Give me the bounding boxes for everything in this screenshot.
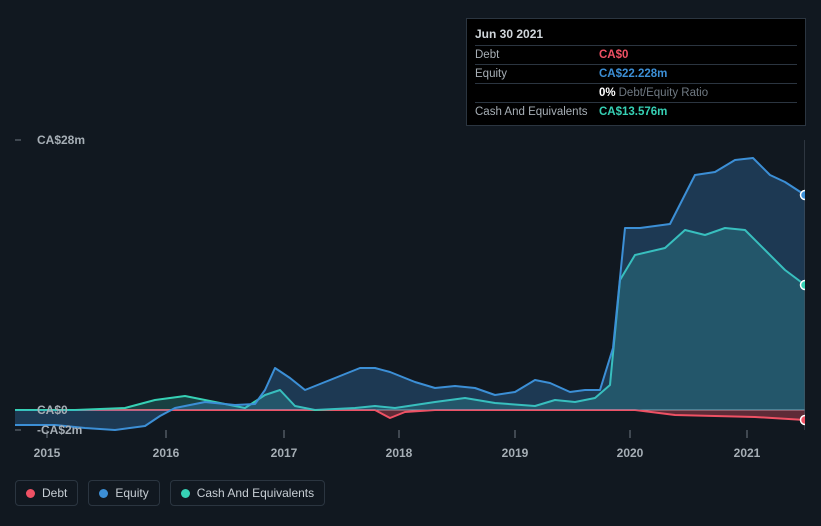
tooltip-row: Cash And EquivalentsCA$13.576m: [475, 102, 797, 121]
tooltip-label: Debt: [475, 49, 599, 61]
legend-swatch: [181, 489, 190, 498]
x-axis-label: 2017: [271, 446, 298, 460]
legend-item-equity[interactable]: Equity: [88, 480, 159, 506]
legend-item-cash-and-equivalents[interactable]: Cash And Equivalents: [170, 480, 325, 506]
tooltip-value: CA$22.228m: [599, 68, 667, 80]
legend-item-debt[interactable]: Debt: [15, 480, 78, 506]
data-tooltip: Jun 30 2021 DebtCA$0EquityCA$22.228m0%De…: [466, 18, 806, 126]
tooltip-label: [475, 87, 599, 99]
y-axis-label: CA$28m: [37, 133, 85, 147]
legend: Debt Equity Cash And Equivalents: [15, 480, 325, 506]
tooltip-row: EquityCA$22.228m: [475, 64, 797, 83]
x-axis: 2015 2016 2017 2018 2019 2020 2021: [15, 446, 805, 460]
x-axis-label: 2015: [34, 446, 61, 460]
legend-swatch: [26, 489, 35, 498]
tooltip-date: Jun 30 2021: [475, 25, 797, 45]
x-axis-label: 2021: [734, 446, 761, 460]
tooltip-row: 0%Debt/Equity Ratio: [475, 83, 797, 102]
x-axis-label: 2018: [386, 446, 413, 460]
y-axis-label: CA$0: [37, 403, 68, 417]
chart-svg: [15, 120, 805, 480]
y-axis-label: -CA$2m: [37, 423, 82, 437]
x-axis-label: 2019: [502, 446, 529, 460]
legend-label: Cash And Equivalents: [197, 486, 314, 500]
chart-area: CA$28m CA$0 -CA$2m: [15, 120, 805, 480]
tooltip-row: DebtCA$0: [475, 45, 797, 64]
legend-swatch: [99, 489, 108, 498]
legend-label: Debt: [42, 486, 67, 500]
tooltip-label: Cash And Equivalents: [475, 106, 599, 118]
tooltip-value: CA$0: [599, 49, 628, 61]
x-axis-label: 2020: [617, 446, 644, 460]
x-axis-label: 2016: [153, 446, 180, 460]
legend-label: Equity: [115, 486, 148, 500]
tooltip-value-suffix: Debt/Equity Ratio: [619, 87, 709, 99]
tooltip-value: 0%Debt/Equity Ratio: [599, 87, 708, 99]
tooltip-value: CA$13.576m: [599, 106, 667, 118]
tooltip-label: Equity: [475, 68, 599, 80]
